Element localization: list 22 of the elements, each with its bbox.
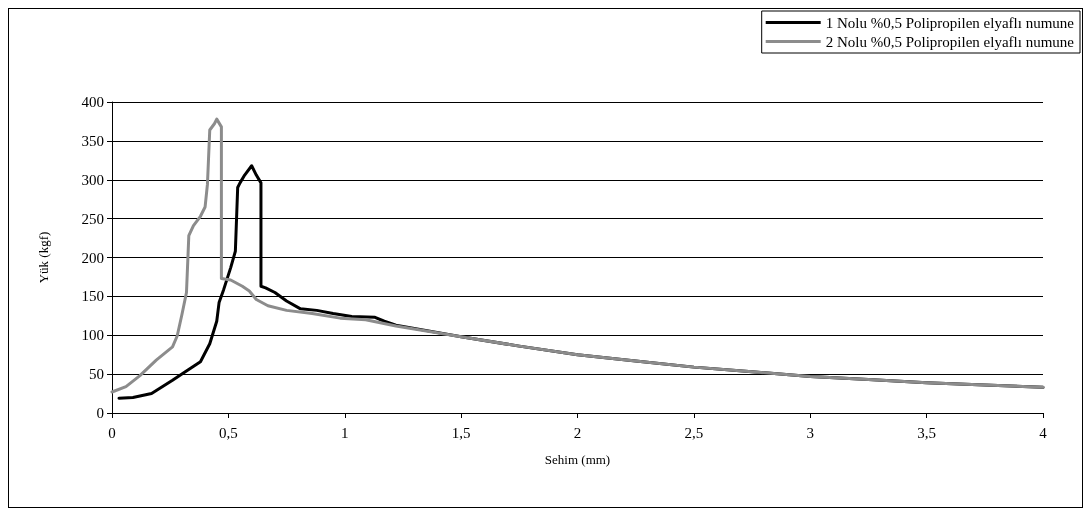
y-tick-label: 100 — [81, 327, 104, 344]
y-tick-label: 0 — [96, 405, 104, 421]
y-tick-label: 350 — [81, 132, 104, 149]
y-tick-label: 50 — [89, 366, 104, 383]
x-tick-label: 0,5 — [219, 424, 238, 441]
legend-label: 2 Nolu %0,5 Polipropilen elyaflı numune — [825, 33, 1075, 50]
legend-label: 1 Nolu %0,5 Polipropilen elyaflı numune — [825, 14, 1075, 31]
x-tick-label: 1,5 — [451, 424, 471, 441]
y-tick-label: 250 — [81, 210, 104, 227]
x-tick-label: 2 — [573, 424, 582, 441]
y-tick-label: 200 — [81, 249, 104, 266]
y-tick-label: 300 — [81, 171, 104, 188]
x-tick-label: 0 — [108, 424, 116, 441]
y-tick-label: 150 — [81, 288, 104, 305]
x-tick-label: 3 — [806, 424, 814, 441]
x-tick-label: 2,5 — [684, 424, 704, 441]
x-tick-label: 4 — [1039, 424, 1048, 441]
x-tick-label: 1 — [341, 424, 349, 441]
x-axis-title: Sehim (mm) — [544, 452, 611, 467]
x-tick-label: 3,5 — [917, 424, 936, 441]
y-axis-title: Yük (kgf) — [36, 231, 51, 284]
y-tick-label: 400 — [81, 94, 104, 110]
